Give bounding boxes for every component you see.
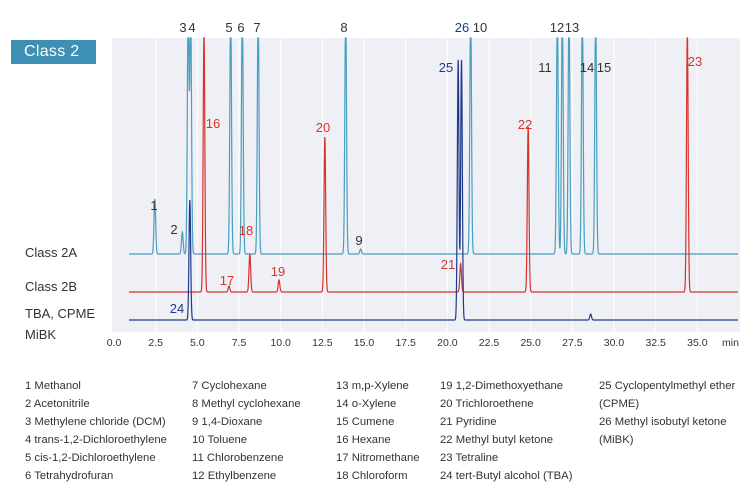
legend-item: 22 Methyl butyl ketone	[440, 434, 554, 446]
peak-label: 21	[441, 257, 455, 272]
peak-label: 15	[597, 60, 611, 75]
x-tick-label: 27.5	[562, 337, 583, 349]
peak-label: 4	[188, 20, 195, 35]
legend-item: 26 Methyl isobutyl ketone	[599, 416, 727, 428]
trace-label-class-2b: Class 2B	[25, 279, 78, 294]
legend-item: 15 Cumene	[336, 416, 395, 428]
legend-item: 4 trans-1,2-Dichloroethylene	[25, 434, 167, 446]
peak-label: 6	[237, 20, 244, 35]
trace-label-tba-cpme: TBA, CPME	[25, 306, 96, 321]
trace-label-mibk: MiBK	[25, 327, 57, 342]
peak-label: 17	[220, 273, 234, 288]
peak-label: 25	[439, 60, 453, 75]
peak-label: 13	[565, 20, 579, 35]
legend-item: 11 Chlorobenzene	[192, 452, 284, 464]
peak-label: 7	[253, 20, 260, 35]
legend-column-1: 1 Methanol 2 Acetonitrile 3 Methylene ch…	[25, 377, 167, 485]
peak-label: 26	[455, 20, 469, 35]
x-axis-unit: min	[722, 337, 739, 349]
peak-label: 22	[518, 117, 532, 132]
peak-label: 20	[316, 120, 330, 135]
peak-label: 14	[580, 60, 594, 75]
x-tick-label: 5.0	[190, 337, 205, 349]
peak-label: 11	[538, 60, 552, 75]
trace-series-2	[129, 37, 738, 293]
legend-item: 16 Hexane	[336, 434, 391, 446]
legend-item: 21 Pyridine	[440, 416, 497, 428]
peak-label: 23	[688, 54, 702, 69]
legend-column-2: 7 Cyclohexane 8 Methyl cyclohexane 9 1,4…	[192, 377, 301, 485]
x-tick-label: 35.0	[687, 337, 708, 349]
legend-item: 5 cis-1,2-Dichloroethylene	[25, 452, 156, 464]
x-tick-label: 0.0	[107, 337, 122, 349]
x-tick-label: 22.5	[479, 337, 500, 349]
peak-label: 10	[473, 20, 487, 35]
peak-label: 12	[550, 20, 564, 35]
legend-item: 24 tert-Butyl alcohol (TBA)	[440, 470, 573, 482]
x-tick-label: 25.0	[520, 337, 541, 349]
x-tick-label: 15.0	[354, 337, 375, 349]
legend-item: 25 Cyclopentylmethyl ether	[599, 380, 736, 392]
peak-label: 5	[225, 20, 232, 35]
plot-background	[112, 38, 740, 332]
legend-item: 6 Tetrahydrofuran	[25, 470, 114, 482]
legend-column-5: 25 Cyclopentylmethyl ether (CPME) 26 Met…	[599, 377, 735, 449]
peak-label: 1	[150, 198, 157, 213]
legend-item: 7 Cyclohexane	[192, 380, 267, 392]
trace-series-3	[129, 59, 738, 321]
x-tick-label: 20.0	[437, 337, 458, 349]
x-tick-label: 30.0	[604, 337, 625, 349]
legend-item: 1 Methanol	[25, 380, 81, 392]
peak-label: 19	[271, 264, 285, 279]
x-tick-label: 10.0	[270, 337, 291, 349]
peak-label: 16	[206, 116, 220, 131]
legend-item: 9 1,4-Dioxane	[192, 416, 263, 428]
legend-item: 8 Methyl cyclohexane	[192, 398, 301, 410]
trace-label-class-2a: Class 2A	[25, 245, 78, 260]
x-tick-label: 12.5	[312, 337, 333, 349]
class-badge: Class 2	[11, 40, 96, 64]
legend-item: (CPME)	[599, 398, 640, 410]
x-tick-label: 2.5	[148, 337, 163, 349]
legend-item: (MiBK)	[599, 434, 634, 446]
peak-label: 24	[170, 301, 184, 316]
legend-item: 17 Nitromethane	[336, 452, 420, 464]
x-tick-label: 32.5	[645, 337, 666, 349]
legend-item: 19 1,2-Dimethoxyethane	[440, 380, 564, 392]
legend-item: 10 Toluene	[192, 434, 248, 446]
legend-item: 18 Chloroform	[336, 470, 408, 482]
legend-item: 3 Methylene chloride (DCM)	[25, 416, 166, 428]
x-tick-label: 7.5	[232, 337, 247, 349]
peak-label: 3	[179, 20, 186, 35]
legend-column-4: 19 1,2-Dimethoxyethane 20 Trichloroethen…	[440, 377, 572, 485]
legend-item: 23 Tetraline	[440, 452, 499, 464]
legend-item: 2 Acetonitrile	[25, 398, 90, 410]
peak-label: 2	[170, 222, 177, 237]
trace-series-1	[129, 37, 738, 255]
x-axis: 0.0 2.5 5.0 7.5 10.0 12.5 15.0 17.5 20.0 22.5 25.0…	[107, 337, 739, 349]
x-tick-label: 17.5	[395, 337, 416, 349]
legend-item: 20 Trichloroethene	[440, 398, 534, 410]
traces	[129, 37, 738, 321]
legend-item: 14 o-Xylene	[336, 398, 397, 410]
legend-item: 13 m,p-Xylene	[336, 380, 409, 392]
legend-column-3: 13 m,p-Xylene 14 o-Xylene 15 Cumene 16 H…	[336, 377, 420, 485]
legend-item: 12 Ethylbenzene	[192, 470, 277, 482]
peak-label: 9	[355, 233, 362, 248]
peak-label: 8	[340, 20, 347, 35]
peak-label: 18	[239, 223, 253, 238]
